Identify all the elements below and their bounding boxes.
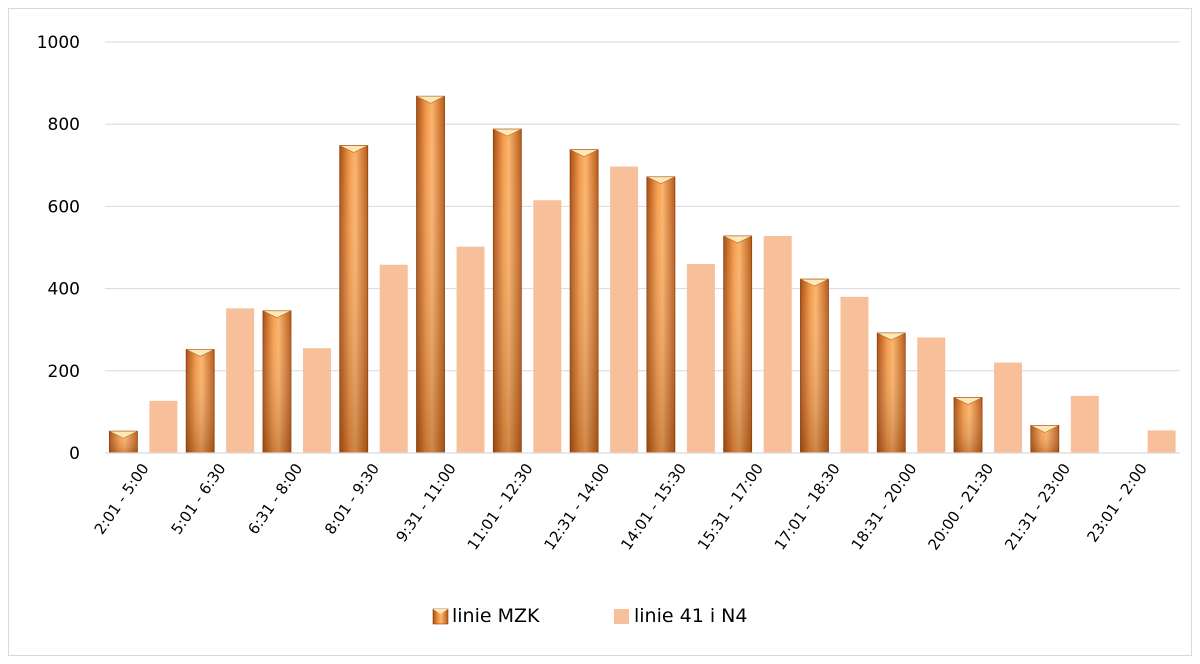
bar-shade: [954, 397, 983, 453]
bar-shade: [646, 176, 675, 454]
x-tick-label: 2:01 - 5:00: [91, 460, 153, 538]
bar-linie-41-i-n4: [1070, 395, 1099, 453]
x-tick-label: 6:31 - 8:00: [244, 460, 306, 538]
bar-bevel: [493, 128, 522, 137]
y-tick-label: 600: [48, 197, 80, 217]
legend-item-linie-41-i-n4: linie 41 i N4: [614, 605, 747, 627]
bar-bevel: [109, 430, 138, 439]
y-tick-label: 200: [48, 362, 80, 382]
legend-label: linie MZK: [452, 605, 540, 627]
bar-linie-41-i-n4: [226, 308, 255, 453]
x-tick-label: 11:01 - 12:30: [464, 460, 537, 553]
x-axis: 2:01 - 5:00 5:01 - 6:30 6:31 - 8:00 8:01 - …: [91, 452, 1180, 553]
bar-linie-mzk: [339, 145, 369, 454]
x-tick-label: 23:01 - 2:00: [1083, 460, 1150, 546]
bar-linie-41-i-n4: [456, 246, 485, 453]
bar-shade: [416, 96, 445, 453]
legend-label: linie 41 i N4: [634, 605, 747, 627]
bar-shade: [877, 332, 906, 453]
bar-linie-mzk: [723, 235, 753, 454]
bar-shade: [570, 149, 599, 453]
bar-bevel: [569, 149, 599, 158]
x-tick-label: 18:31 - 20:00: [848, 460, 921, 553]
bar-bevel: [339, 145, 368, 153]
legend: linie MZK linie 41 i N4: [432, 605, 747, 627]
bar-linie-41-i-n4: [379, 264, 408, 453]
bar-shade: [109, 431, 138, 453]
y-tick-label: 0: [69, 444, 80, 464]
x-tick-label: 15:31 - 17:00: [694, 460, 767, 553]
bar-linie-mzk: [569, 149, 599, 454]
y-tick-label: 800: [48, 115, 80, 135]
bar-bevel: [953, 397, 983, 405]
bar-shade: [186, 349, 215, 453]
bar-linie-mzk: [185, 349, 215, 454]
bar-linie-41-i-n4: [149, 400, 178, 453]
bar-linie-mzk: [1030, 425, 1060, 454]
bar-linie-41-i-n4: [302, 348, 331, 453]
y-tick-label: 1000: [37, 33, 80, 53]
x-tick-label: 8:01 - 9:30: [321, 460, 383, 538]
x-tick-label: 12:31 - 14:00: [540, 460, 613, 553]
bar-bevel: [877, 332, 906, 341]
legend-swatch: [614, 609, 629, 624]
y-tick-label: 400: [48, 280, 80, 300]
bar-linie-mzk: [876, 332, 906, 454]
legend-item-linie-mzk: linie MZK: [432, 605, 540, 627]
bar-linie-41-i-n4: [994, 362, 1023, 453]
bar-bevel: [186, 349, 215, 357]
bar-shade: [493, 129, 522, 453]
bar-bevel: [262, 310, 292, 319]
bar-linie-41-i-n4: [840, 296, 869, 453]
bar-linie-41-i-n4: [533, 200, 562, 453]
bar-shade: [262, 310, 291, 453]
x-tick-label: 14:01 - 15:30: [617, 460, 690, 553]
bar-shade: [800, 279, 829, 453]
x-tick-label: 17:01 - 18:30: [771, 460, 844, 553]
bar-linie-mzk: [262, 310, 292, 454]
bar-shade: [723, 235, 752, 453]
x-tick-label: 9:31 - 11:00: [392, 460, 459, 546]
legend-swatch-bevel: [433, 609, 448, 614]
bar-shade: [339, 145, 368, 453]
bar-linie-mzk: [953, 397, 983, 454]
bar-linie-mzk: [416, 95, 445, 454]
bar-bevel: [646, 176, 676, 185]
bar-linie-41-i-n4: [763, 235, 792, 453]
bar-bevel: [416, 95, 445, 104]
bar-linie-mzk: [492, 128, 522, 454]
bar-linie-41-i-n4: [686, 263, 715, 453]
bar-linie-mzk: [800, 278, 829, 454]
bar-bevel: [800, 278, 829, 287]
bar-bevel: [723, 235, 752, 244]
x-tick-label: 5:01 - 6:30: [167, 460, 229, 538]
x-tick-label: 21:31 - 23:00: [1001, 460, 1074, 553]
bar-linie-41-i-n4: [917, 337, 946, 453]
bar-linie-mzk: [646, 176, 676, 454]
bar-linie-41-i-n4: [610, 166, 639, 453]
chart-frame: [8, 8, 1192, 656]
bar-linie-41-i-n4: [1147, 430, 1176, 453]
bars: [108, 95, 1176, 454]
bar-bevel: [1030, 425, 1059, 433]
y-axis: 0 200 400 600 800 1000: [37, 33, 80, 464]
bar-linie-mzk: [108, 430, 138, 454]
x-tick-label: 20:00 - 21:30: [924, 460, 997, 553]
